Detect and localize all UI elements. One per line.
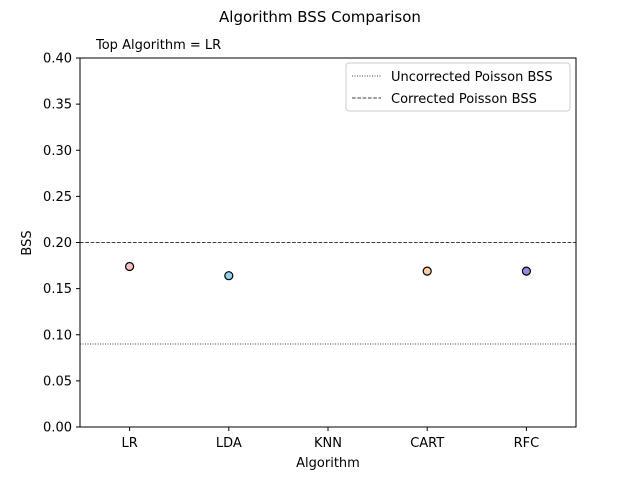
y-tick-label: 0.40 [43,52,72,67]
x-tick-label: KNN [314,436,342,451]
data-points [125,261,532,281]
data-point-lr [125,261,135,272]
y-tick-label: 0.30 [43,144,72,159]
data-point-lda [224,271,234,281]
x-axis: LR LDA KNN CART RFC [121,427,539,451]
y-tick-label: 0.15 [43,282,72,297]
legend: Uncorrected Poisson BSS Corrected Poisso… [345,62,571,112]
y-tick-label: 0.35 [43,98,72,113]
y-tick-label: 0.10 [43,328,72,343]
x-tick-label: RFC [514,436,540,451]
legend-label-corrected: Corrected Poisson BSS [391,92,537,107]
y-tick-label: 0.00 [43,421,72,436]
x-tick-label: LR [121,436,137,451]
y-tick-label: 0.05 [43,374,72,389]
legend-box [345,62,571,112]
chart-subtitle: Top Algorithm = LR [95,38,221,53]
legend-label-uncorrected: Uncorrected Poisson BSS [391,70,553,85]
x-axis-label: Algorithm [296,456,360,471]
reference-lines [80,242,576,345]
data-point-cart [422,266,432,276]
x-tick-label: LDA [216,436,242,451]
y-axis: 0.00 0.05 0.10 0.15 0.20 0.25 0.30 0.35 0.40 [43,52,80,436]
x-tick-label: CART [410,436,444,451]
y-tick-label: 0.25 [43,190,72,205]
data-point-rfc [521,266,532,276]
y-tick-label: 0.20 [43,236,72,251]
chart-title: Algorithm BSS Comparison [219,8,421,26]
y-axis-label: BSS [20,230,35,255]
